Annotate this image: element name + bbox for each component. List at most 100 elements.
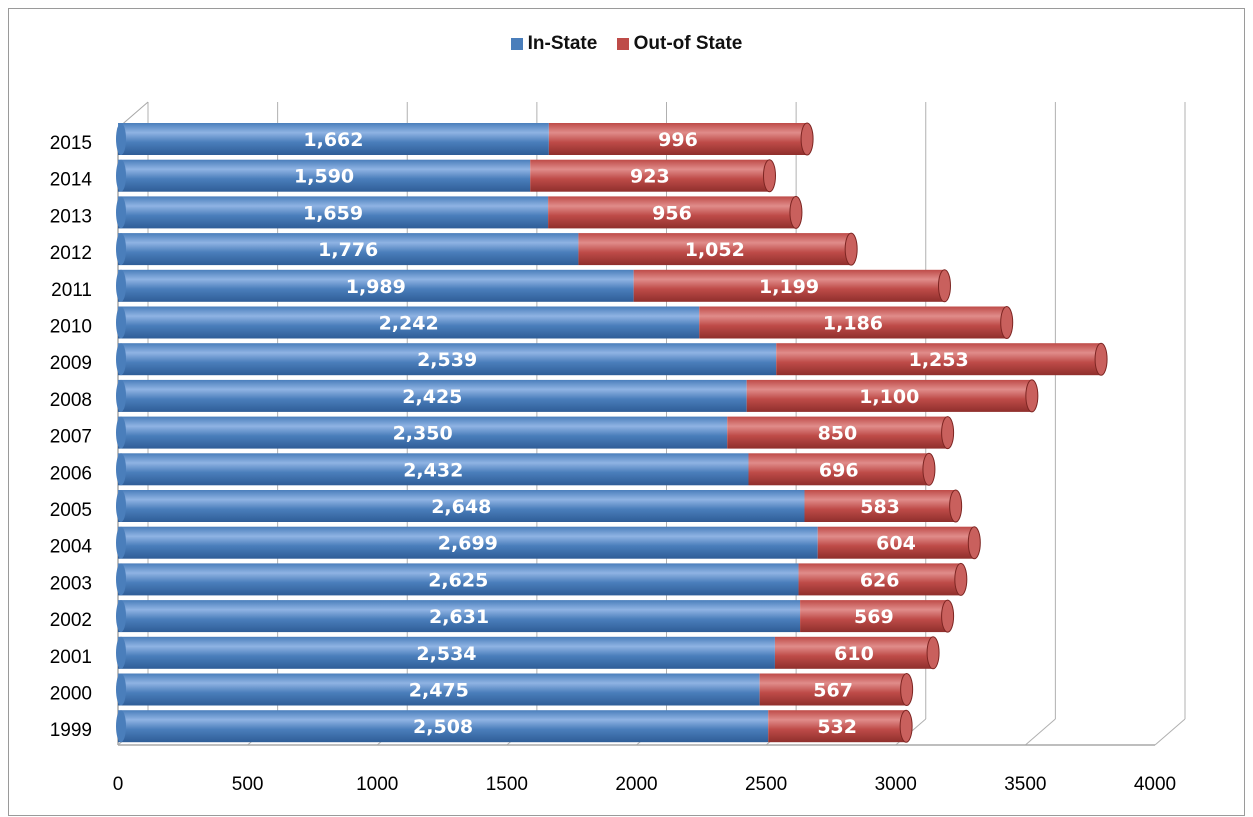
data-label-in-state: 2,539 — [417, 349, 477, 371]
y-tick-label: 2009 — [50, 353, 92, 374]
data-label-out-of-state: 626 — [860, 569, 900, 591]
data-label-in-state: 2,631 — [429, 606, 489, 628]
bar-cap-start — [116, 196, 126, 229]
bar-in-state — [118, 710, 769, 743]
legend-label-in-state: In-State — [527, 33, 598, 54]
legend: In-State Out-of State — [0, 33, 1253, 56]
data-label-in-state: 2,242 — [379, 313, 439, 335]
bar-in-state — [118, 600, 801, 633]
data-label-out-of-state: 1,100 — [859, 386, 919, 408]
data-label-out-of-state: 1,052 — [685, 239, 745, 261]
bar-in-state — [118, 196, 549, 229]
data-label-in-state: 2,475 — [409, 680, 469, 702]
bar-out-of-state — [800, 600, 948, 633]
legend-item-out-of-state: Out-of State — [616, 33, 743, 55]
y-tick-label: 2010 — [50, 317, 92, 338]
bar-out-of-state — [727, 416, 948, 449]
bar-out-of-state — [798, 563, 961, 596]
bar-in-state — [118, 490, 805, 522]
bar-in-state — [118, 159, 531, 192]
data-label-out-of-state: 610 — [834, 643, 874, 665]
bar-cap-end — [937, 269, 951, 303]
x-tick-label: 3000 — [875, 774, 917, 795]
data-label-in-state: 2,625 — [428, 569, 488, 591]
bar-cap-start — [116, 269, 126, 302]
bar-cap-start — [116, 673, 126, 706]
data-label-out-of-state: 604 — [876, 533, 916, 555]
y-tick-label: 2015 — [50, 133, 92, 154]
gridline-depth — [1154, 718, 1186, 746]
bar-in-state — [118, 416, 728, 449]
bar-cap-start — [116, 490, 126, 522]
data-label-out-of-state: 696 — [819, 459, 859, 481]
data-label-out-of-state: 569 — [854, 606, 894, 628]
data-label-out-of-state: 996 — [658, 129, 698, 151]
y-tick-label: 2006 — [50, 463, 92, 484]
bar-out-of-state — [804, 490, 956, 522]
legend-swatch-in-state — [510, 38, 523, 50]
y-tick-label: 2005 — [50, 500, 92, 521]
data-label-in-state: 2,425 — [402, 386, 462, 408]
bar-cap-start — [116, 233, 126, 266]
data-label-out-of-state: 1,199 — [759, 276, 819, 298]
y-tick-label: 2014 — [50, 170, 93, 191]
data-label-out-of-state: 923 — [630, 166, 670, 188]
bar-in-state — [118, 526, 818, 559]
bar-cap-start — [116, 123, 126, 155]
data-label-out-of-state: 1,186 — [823, 313, 883, 335]
data-label-out-of-state: 1,253 — [909, 349, 969, 371]
data-label-in-state: 1,659 — [303, 202, 363, 224]
y-tick-label: 2013 — [50, 206, 92, 227]
bar-cap-end — [789, 195, 803, 229]
bar-cap-end — [954, 562, 968, 596]
bar-out-of-state — [578, 233, 852, 266]
y-tick-label: 2007 — [50, 427, 92, 448]
data-label-out-of-state: 532 — [817, 716, 857, 738]
bar-out-of-state — [776, 343, 1102, 376]
legend-swatch-out-of-state — [616, 38, 629, 50]
bar-out-of-state — [817, 526, 975, 559]
data-label-in-state: 1,989 — [346, 276, 406, 298]
data-label-in-state: 2,508 — [413, 716, 473, 738]
data-label-out-of-state: 583 — [860, 496, 900, 518]
bar-in-state — [118, 343, 777, 376]
y-tick-label: 2001 — [50, 647, 92, 668]
bar-cap-end — [1000, 306, 1014, 339]
bar-cap-start — [116, 710, 126, 743]
y-tick-label: 2008 — [50, 390, 92, 411]
legend-item-in-state: In-State — [510, 33, 598, 55]
bar-in-state — [118, 269, 634, 302]
bar-cap-start — [116, 306, 126, 339]
bar-in-state — [118, 379, 747, 412]
bar-cap-start — [116, 636, 126, 669]
bar-cap-end — [844, 232, 858, 266]
data-label-out-of-state: 956 — [652, 202, 692, 224]
bar-out-of-state — [774, 636, 934, 669]
gridline-depth — [1025, 718, 1056, 746]
bar-cap-end — [800, 122, 814, 156]
bar-out-of-state — [530, 159, 770, 192]
data-label-in-state: 1,662 — [303, 129, 363, 151]
data-label-in-state: 2,534 — [416, 643, 476, 665]
bar-out-of-state — [768, 710, 907, 743]
bar-out-of-state — [548, 196, 796, 229]
bar-cap-end — [941, 599, 955, 633]
bar-cap-end — [926, 636, 940, 670]
bar-cap-start — [116, 600, 126, 633]
bar-cap-start — [116, 526, 126, 559]
bar-in-state — [118, 123, 549, 155]
y-tick-label: 2000 — [50, 684, 92, 705]
data-label-in-state: 2,350 — [393, 423, 453, 445]
bar-out-of-state — [748, 453, 929, 486]
y-tick-label: 1999 — [50, 720, 92, 741]
x-tick-label: 1500 — [486, 774, 528, 795]
bar-in-state — [118, 673, 760, 706]
legend-label-out-of-state: Out-of State — [633, 33, 743, 54]
bar-cap-start — [116, 343, 126, 376]
bars — [116, 122, 1108, 743]
bar-out-of-state — [699, 306, 1007, 339]
bar-cap-start — [116, 379, 126, 412]
bar-cap-end — [967, 526, 981, 560]
bar-cap-end — [900, 673, 914, 706]
